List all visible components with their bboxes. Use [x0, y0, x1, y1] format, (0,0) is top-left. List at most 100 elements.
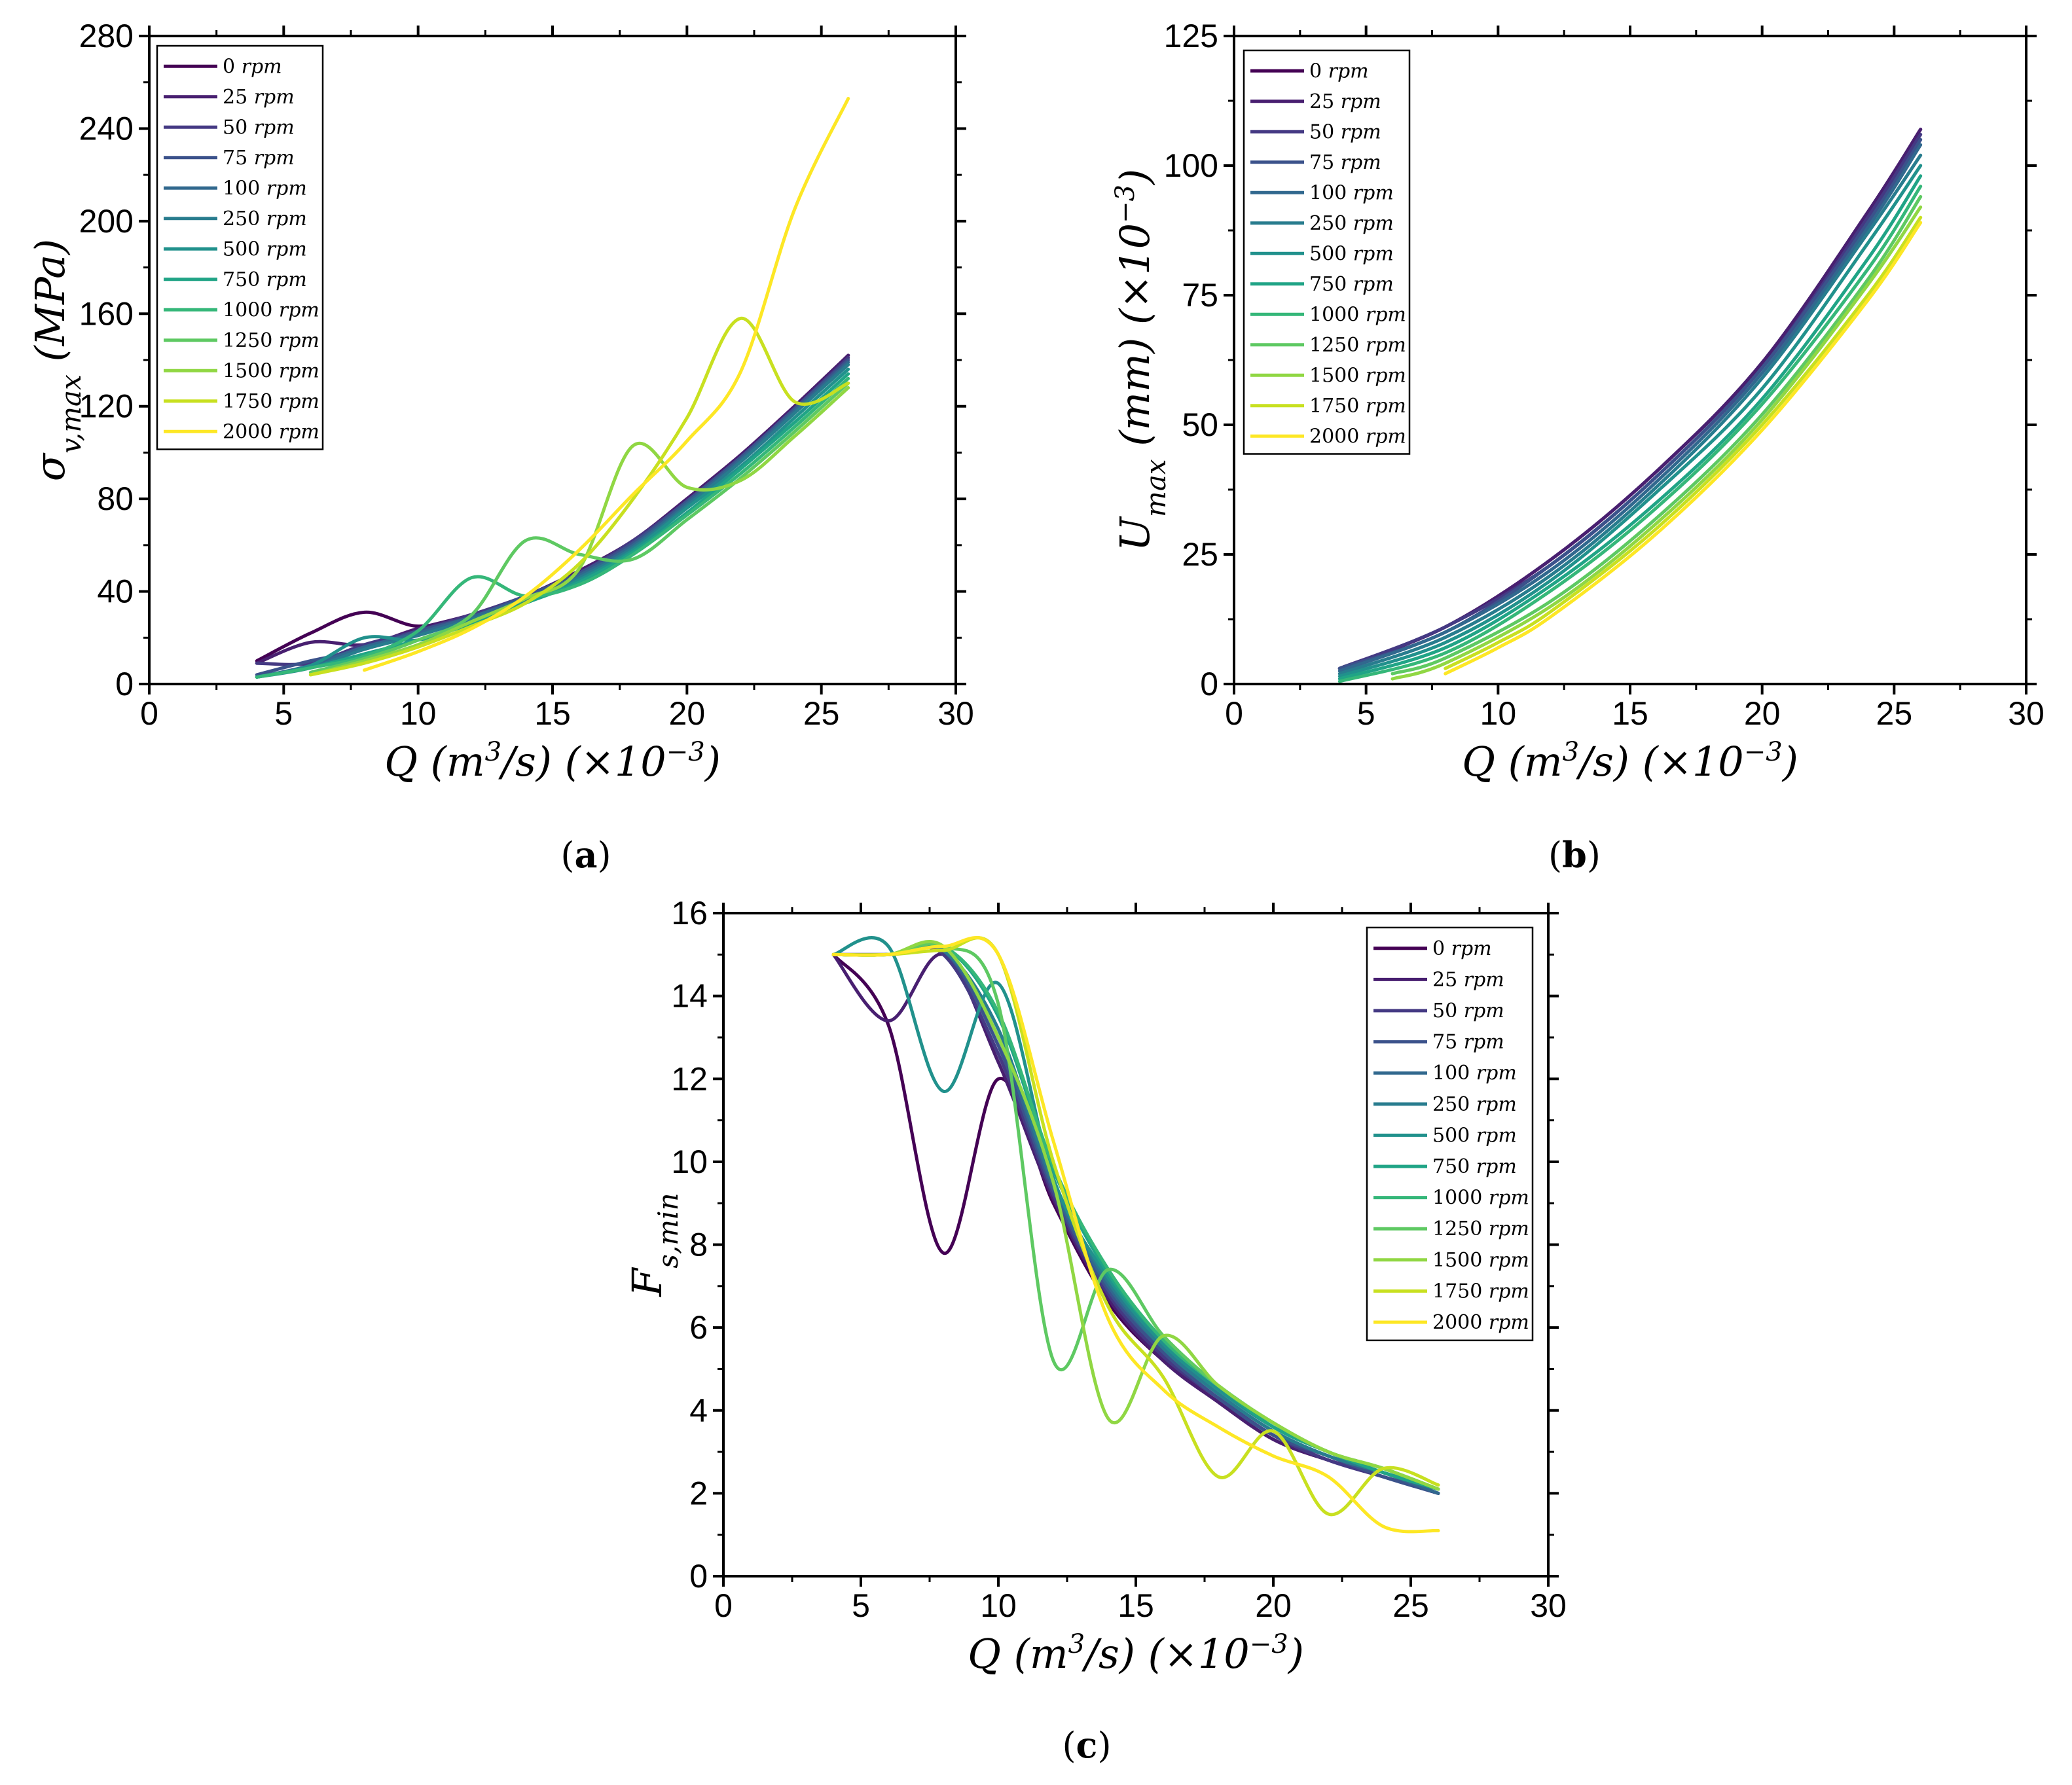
series-group — [831, 935, 1440, 1534]
x-tick-label: 20 — [1255, 1587, 1292, 1624]
legend-label: 500 rpm — [1309, 242, 1394, 265]
y-tick-label: 16 — [671, 895, 708, 931]
series-line-1250-rpm — [308, 381, 850, 674]
x-tick-label: 15 — [1612, 695, 1648, 732]
y-axis-label: Umax (mm) (×10−3) — [1110, 169, 1172, 551]
legend-label: 100 rpm — [1432, 1062, 1517, 1085]
series-line-2000-rpm — [363, 97, 850, 672]
legend-label: 1000 rpm — [223, 298, 319, 321]
panel-caption: (a) — [560, 834, 611, 876]
series-line-500-rpm — [255, 367, 850, 679]
series-line-2000-rpm — [831, 935, 1440, 1534]
series-line-1750-rpm — [308, 316, 850, 677]
legend-label: 500 rpm — [223, 238, 307, 261]
y-axis-label: Fs,min — [623, 1193, 684, 1297]
series-line-750-rpm — [1337, 174, 1923, 681]
legend-label: 75 rpm — [1309, 151, 1381, 174]
series-line-25-rpm — [1337, 128, 1923, 670]
x-tick-label: 5 — [1357, 695, 1375, 732]
x-axis-label: Q (m3/s) (×10−3) — [1462, 737, 1798, 785]
x-tick-label: 25 — [803, 695, 840, 732]
series-line-100-rpm — [255, 361, 850, 679]
y-tick-label: 6 — [689, 1309, 708, 1346]
legend-label: 100 rpm — [1309, 181, 1394, 204]
series-line-1500-rpm — [1390, 205, 1923, 681]
legend-label: 1750 rpm — [223, 390, 319, 413]
x-tick-label: 25 — [1392, 1587, 1429, 1624]
legend-label: 0 rpm — [223, 55, 282, 78]
series-line-100-rpm — [1337, 143, 1923, 673]
legend-label: 1500 rpm — [1432, 1249, 1529, 1272]
y-tick-label: 0 — [115, 666, 134, 702]
x-tick-label: 15 — [534, 695, 571, 732]
series-line-25-rpm — [831, 952, 1440, 1495]
legend-label: 250 rpm — [223, 207, 307, 230]
series-line-0-rpm — [1337, 128, 1923, 670]
series-line-250-rpm — [1337, 153, 1923, 676]
x-tick-label: 10 — [400, 695, 437, 732]
legend-label: 750 rpm — [1309, 273, 1394, 296]
legend-label: 1500 rpm — [223, 359, 319, 382]
legend-label: 750 rpm — [1432, 1155, 1517, 1178]
legend-label: 1000 rpm — [1309, 303, 1406, 326]
x-tick-label: 20 — [669, 695, 706, 732]
legend-label: 50 rpm — [1309, 120, 1381, 143]
x-tick-label: 10 — [1480, 695, 1517, 732]
series-line-1750-rpm — [1444, 215, 1923, 670]
series-line-750-rpm — [831, 941, 1440, 1491]
legend-label: 0 rpm — [1309, 60, 1369, 82]
y-tick-label: 160 — [79, 295, 134, 332]
chart-panel-c: 0 5 10 15 20 25 30 0 2 4 6 8 10 12 14 16 Q (m3/s) (×10−3… — [623, 895, 1567, 1766]
legend-label: 750 rpm — [223, 268, 307, 291]
x-tick-label: 10 — [980, 1587, 1017, 1624]
y-tick-label: 4 — [689, 1392, 708, 1429]
y-tick-label: 50 — [1182, 406, 1218, 443]
series-line-75-rpm — [255, 358, 850, 677]
x-tick-label: 5 — [852, 1587, 870, 1624]
legend-label: 2000 rpm — [223, 420, 319, 443]
y-tick-label: 100 — [1164, 147, 1218, 184]
series-line-50-rpm — [1337, 133, 1923, 670]
series-line-1500-rpm — [831, 939, 1440, 1491]
series-line-1000-rpm — [255, 376, 850, 679]
series-line-1250-rpm — [831, 942, 1440, 1491]
x-tick-label: 30 — [2008, 695, 2045, 732]
legend-label: 25 rpm — [1309, 90, 1381, 113]
y-tick-label: 200 — [79, 203, 134, 240]
legend-label: 2000 rpm — [1432, 1311, 1529, 1334]
legend-label: 1250 rpm — [1432, 1217, 1529, 1240]
series-line-0-rpm — [255, 353, 850, 663]
series-line-1000-rpm — [831, 941, 1440, 1491]
series-line-250-rpm — [255, 363, 850, 679]
legend-label: 250 rpm — [1432, 1093, 1517, 1116]
legend: 0 rpm 25 rpm 50 rpm 75 rpm 100 rpm 250 rpm 500… — [1366, 926, 1534, 1342]
legend-label: 25 rpm — [1432, 968, 1504, 991]
series-line-50-rpm — [831, 945, 1440, 1495]
series-line-1250-rpm — [1390, 195, 1923, 676]
legend-label: 2000 rpm — [1309, 425, 1406, 448]
y-tick-label: 40 — [97, 573, 134, 610]
series-line-250-rpm — [831, 944, 1440, 1491]
chart-panel-b: 0 5 10 15 20 25 30 0 25 50 75 100 125 Q (m3/s) (×10−3… — [1110, 18, 2045, 876]
legend-label: 50 rpm — [223, 116, 295, 139]
x-tick-label: 5 — [274, 695, 293, 732]
series-line-500-rpm — [831, 936, 1440, 1491]
y-tick-label: 2 — [689, 1475, 708, 1511]
y-tick-label: 12 — [671, 1060, 708, 1097]
x-tick-label: 20 — [1744, 695, 1781, 732]
legend-label: 1750 rpm — [1309, 395, 1406, 418]
x-axis-label: Q (m3/s) (×10−3) — [384, 737, 721, 785]
series-group — [255, 97, 850, 679]
y-tick-label: 25 — [1182, 536, 1218, 573]
series-group — [1337, 128, 1923, 683]
legend-label: 1000 rpm — [1432, 1187, 1529, 1210]
x-tick-label: 0 — [1225, 695, 1243, 732]
x-tick-label: 30 — [1530, 1587, 1567, 1624]
panel-caption: (b) — [1548, 834, 1601, 876]
legend-label: 75 rpm — [223, 147, 295, 170]
series-line-100-rpm — [831, 943, 1440, 1495]
legend-label: 1750 rpm — [1432, 1280, 1529, 1303]
x-tick-label: 15 — [1118, 1587, 1154, 1624]
x-axis-label: Q (m3/s) (×10−3) — [968, 1629, 1304, 1678]
